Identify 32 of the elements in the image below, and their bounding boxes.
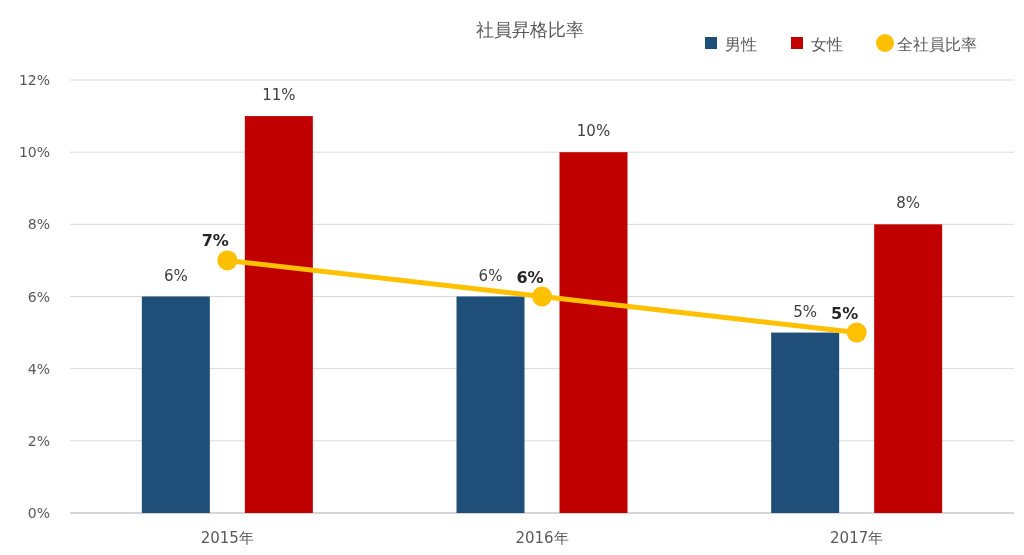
x-tick-label: 2015年 — [200, 529, 254, 547]
y-tick-label: 6% — [27, 288, 50, 305]
bar — [874, 224, 943, 513]
data-label: 10% — [576, 122, 611, 141]
point — [217, 250, 238, 271]
data-label: 6% — [163, 266, 188, 285]
data-label: 6% — [516, 267, 544, 287]
legend-label: 全社員比率 — [897, 35, 977, 54]
point — [532, 286, 552, 307]
y-tick-label: 10% — [18, 144, 50, 161]
bar — [559, 152, 628, 513]
y-tick-label: 2% — [27, 432, 50, 449]
data-label: 7% — [201, 231, 229, 251]
legend-label: 女性 — [811, 35, 843, 54]
x-tick-label: 2016年 — [515, 529, 569, 547]
data-label: 5% — [831, 303, 859, 323]
data-label: 5% — [793, 302, 818, 321]
data-label: 11% — [262, 86, 296, 105]
legend-label: 男性 — [725, 35, 757, 54]
y-tick-label: 0% — [27, 505, 50, 521]
bar — [244, 116, 313, 513]
bar — [771, 332, 840, 513]
data-label: 8% — [896, 194, 921, 213]
bar — [456, 296, 525, 513]
data-label: 6% — [478, 266, 503, 285]
chart-title: 社員昇格比率 — [476, 19, 584, 40]
point — [846, 322, 867, 343]
y-tick-label: 12% — [18, 72, 50, 88]
y-tick-label: 4% — [27, 360, 50, 377]
bar — [141, 296, 210, 513]
y-tick-label: 8% — [27, 216, 50, 233]
x-tick-label: 2017年 — [830, 529, 884, 547]
